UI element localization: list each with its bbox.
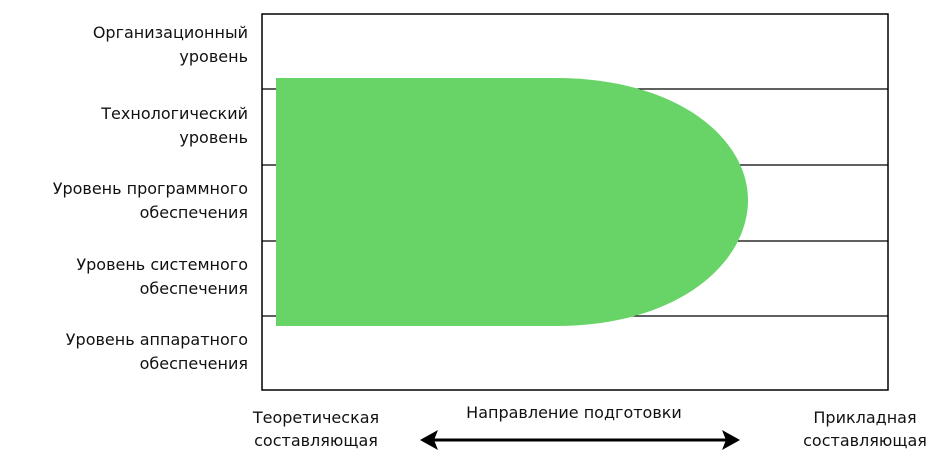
- level-label: Организационный: [93, 23, 248, 42]
- level-label: Технологический: [100, 104, 248, 123]
- axis-center: Направление подготовки: [466, 403, 682, 422]
- level-label: обеспечения: [140, 354, 248, 373]
- axis-left: составляющая: [254, 431, 378, 450]
- axis-right: составляющая: [803, 431, 927, 450]
- level-label: обеспечения: [140, 279, 248, 298]
- level-label: обеспечения: [140, 203, 248, 222]
- axis-left: Теоретическая: [252, 408, 379, 427]
- level-label: уровень: [179, 47, 248, 66]
- level-label: уровень: [179, 128, 248, 147]
- level-label: Уровень программного: [53, 179, 248, 198]
- level-label: Уровень аппаратного: [66, 330, 248, 349]
- level-label: Уровень системного: [76, 255, 248, 274]
- competence-area: [276, 78, 748, 326]
- axis-right: Прикладная: [813, 408, 916, 427]
- frame: [261, 13, 889, 391]
